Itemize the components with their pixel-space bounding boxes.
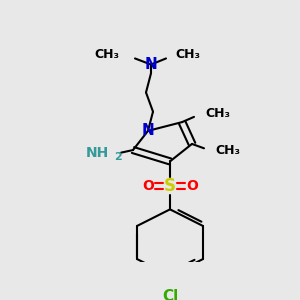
Text: Cl: Cl xyxy=(162,289,178,300)
Text: CH₃: CH₃ xyxy=(175,48,200,61)
Text: NH: NH xyxy=(86,146,109,160)
Text: O: O xyxy=(186,179,198,193)
Text: N: N xyxy=(142,123,154,138)
Text: CH₃: CH₃ xyxy=(94,48,119,61)
Text: CH₃: CH₃ xyxy=(205,107,230,120)
Text: 2: 2 xyxy=(114,152,122,162)
Text: O: O xyxy=(142,179,154,193)
Text: S: S xyxy=(164,177,176,195)
Text: N: N xyxy=(145,57,158,72)
Text: CH₃: CH₃ xyxy=(215,144,240,158)
